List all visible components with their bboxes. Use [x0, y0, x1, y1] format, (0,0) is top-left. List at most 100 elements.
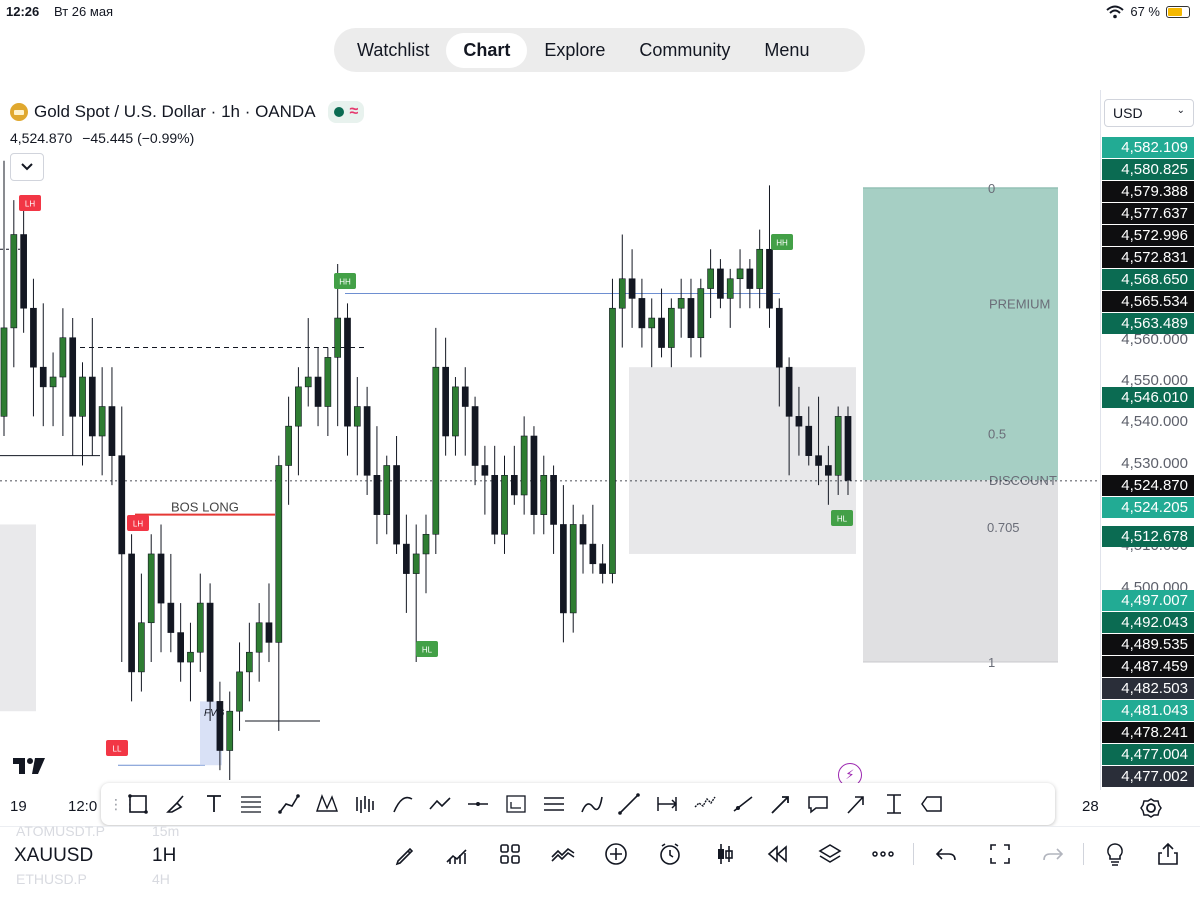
price-line: 4,524.870 −45.445 (−0.99%): [10, 130, 194, 146]
replay-button[interactable]: [762, 839, 792, 869]
candle-body: [236, 671, 243, 712]
candle-body: [638, 298, 646, 329]
xabcd-pattern-tool-button[interactable]: [312, 789, 342, 819]
candle-body: [373, 475, 381, 515]
tab-explore[interactable]: Explore: [544, 39, 606, 60]
chevron-down-icon: ⌄: [1176, 105, 1185, 116]
undo-button[interactable]: [931, 839, 961, 869]
price-label: 4,489.535: [1102, 634, 1194, 655]
trend-line-tool-button[interactable]: [614, 789, 644, 819]
tradingview-logo: [13, 758, 45, 774]
add-button[interactable]: [601, 839, 631, 869]
tab-community[interactable]: Community: [639, 39, 731, 60]
ghost-interval-2: 4H: [152, 871, 170, 887]
ray-tool-button[interactable]: [728, 789, 758, 819]
fullscreen-button[interactable]: [985, 839, 1015, 869]
structure-tag-label: LH: [25, 200, 35, 209]
symbol-header[interactable]: Gold Spot / U.S. Dollar · 1h · OANDA ≈: [10, 101, 365, 123]
price-range-tool-button[interactable]: [879, 789, 909, 819]
candle-body: [648, 317, 656, 329]
gear-icon[interactable]: [1138, 795, 1164, 821]
candle-body: [510, 475, 518, 496]
chart-type-icon: [718, 844, 733, 864]
fib-label: PREMIUM: [989, 296, 1050, 311]
fib-retracement-tool-button[interactable]: [236, 789, 266, 819]
parallel-channel-tool-button[interactable]: [539, 789, 569, 819]
structure-tag-label: HL: [837, 515, 848, 524]
text-tool-button[interactable]: [199, 789, 229, 819]
interval-button[interactable]: 1H: [152, 845, 177, 866]
ideas-button[interactable]: [1100, 839, 1130, 869]
price-label: 4,572.996: [1102, 225, 1194, 246]
tab-chart[interactable]: Chart: [446, 32, 528, 68]
long-position-tool-button[interactable]: [501, 789, 531, 819]
brush-tool-button[interactable]: [161, 789, 191, 819]
date-range-tool-button[interactable]: [652, 789, 682, 819]
compare-icon: [551, 847, 575, 862]
currency-select[interactable]: USD ⌄: [1104, 99, 1194, 127]
redo-button[interactable]: [1038, 839, 1068, 869]
forecast-tool-button[interactable]: [690, 789, 720, 819]
fib-label: 0: [988, 181, 995, 196]
templates-button[interactable]: [495, 839, 525, 869]
bars-pattern-tool-button[interactable]: [350, 789, 380, 819]
candle-body: [167, 602, 175, 633]
polyline-tool-button[interactable]: [425, 789, 455, 819]
arrow-tool-button[interactable]: [841, 789, 871, 819]
symbol-button[interactable]: XAUUSD: [14, 845, 94, 866]
trend-line-icon: [618, 793, 641, 815]
candle-body: [481, 465, 489, 476]
candle-body: [39, 366, 47, 388]
candle-body: [206, 602, 214, 702]
pen-button[interactable]: [390, 839, 420, 869]
fib-label: 1: [988, 655, 995, 670]
share-button[interactable]: [1153, 839, 1183, 869]
price-label: 4,487.459: [1102, 656, 1194, 677]
callout-shape-tool-button[interactable]: [917, 789, 947, 819]
layers-icon: [818, 844, 842, 863]
candle-body: [98, 406, 106, 437]
structure-tag: [771, 234, 793, 250]
tab-menu[interactable]: Menu: [764, 39, 810, 60]
candle-body: [746, 268, 754, 289]
long-position-icon: [506, 795, 526, 813]
toolbar-separator: [913, 843, 914, 865]
path-tool-button[interactable]: [274, 789, 304, 819]
callout-tool-button[interactable]: [803, 789, 833, 819]
polyline-icon: [429, 797, 451, 810]
alert-button[interactable]: [655, 839, 685, 869]
arc-tool-button[interactable]: [388, 789, 418, 819]
layers-button[interactable]: [815, 839, 845, 869]
compare-button[interactable]: [548, 839, 578, 869]
candle-body: [216, 701, 224, 751]
more-button[interactable]: [868, 839, 898, 869]
candle-body: [815, 455, 822, 466]
candle-body: [461, 386, 469, 407]
tab-watchlist[interactable]: Watchlist: [357, 39, 430, 60]
candle-body: [795, 416, 803, 427]
time-label-mid: 12:0: [68, 798, 98, 815]
market-status-pill[interactable]: ≈: [327, 101, 365, 123]
arrow-marker-tool-button[interactable]: [766, 789, 796, 819]
price-label: 4,568.650: [1102, 269, 1194, 290]
rectangle-tool-button[interactable]: [123, 789, 153, 819]
price-label: 4,546.010: [1102, 387, 1194, 408]
candle-body: [353, 406, 361, 427]
candle-body: [147, 553, 155, 624]
price-label: 4,481.043: [1102, 700, 1194, 721]
collapse-legend-button[interactable]: [10, 153, 44, 181]
candle-body: [10, 234, 18, 329]
symbol-title: Gold Spot / U.S. Dollar · 1h · OANDA: [34, 102, 316, 121]
candle-body: [432, 366, 440, 535]
drag-handle-icon[interactable]: ⋮⋮: [109, 795, 137, 812]
fib-label: 0.5: [988, 427, 1006, 442]
horizontal-line-tool-button[interactable]: [463, 789, 493, 819]
chart-type-button[interactable]: [710, 839, 740, 869]
structure-tag-label: LH: [133, 520, 143, 529]
candle-body: [618, 278, 626, 309]
curve-tool-button[interactable]: [577, 789, 607, 819]
price-range-icon: [886, 794, 901, 814]
structure-tag: [416, 641, 438, 657]
indicators-button[interactable]: [442, 839, 472, 869]
